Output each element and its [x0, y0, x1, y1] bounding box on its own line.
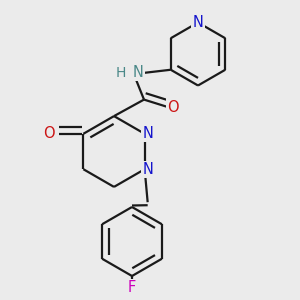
Text: N: N: [142, 126, 153, 141]
Text: N: N: [142, 162, 153, 177]
Text: H: H: [116, 66, 126, 80]
Text: O: O: [43, 126, 55, 141]
Text: N: N: [193, 15, 203, 30]
Text: O: O: [167, 100, 178, 115]
Text: F: F: [128, 280, 136, 295]
Text: N: N: [133, 65, 144, 80]
